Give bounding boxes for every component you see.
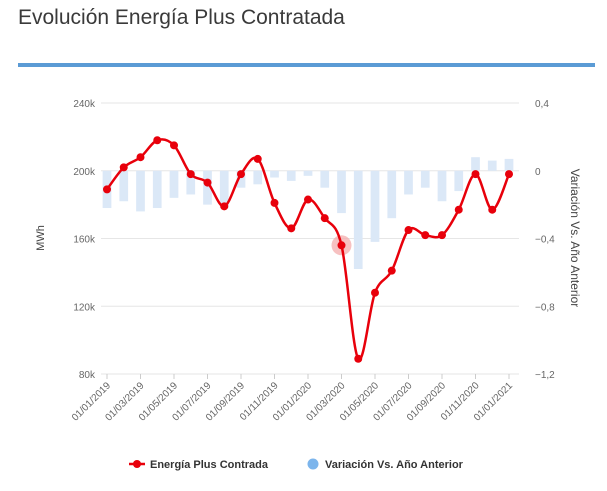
legend-item-energia[interactable]: Energía Plus Contrada <box>129 459 269 471</box>
data-point[interactable] <box>203 178 212 187</box>
data-point[interactable] <box>220 202 229 211</box>
y-tick-label: 200k <box>73 167 96 178</box>
legend[interactable]: Energía Plus Contrada Variación Vs. Año … <box>129 458 464 472</box>
bar[interactable] <box>404 170 413 195</box>
bar[interactable] <box>320 170 330 188</box>
y2-tick-label: −0,4 <box>535 235 555 246</box>
bar[interactable] <box>152 170 162 209</box>
bar[interactable] <box>136 170 145 212</box>
bar-series-variacion[interactable] <box>102 157 514 269</box>
legend-label-energia: Energía Plus Contrada <box>150 459 269 471</box>
data-point[interactable] <box>270 198 279 207</box>
bar[interactable] <box>420 170 430 188</box>
chart-title: Evolución Energía Plus Contratada <box>18 6 345 29</box>
data-point[interactable] <box>253 154 262 163</box>
y2-tick-label: 0,4 <box>535 99 549 110</box>
data-point[interactable] <box>153 136 162 145</box>
y-tick-label: 160k <box>73 235 96 246</box>
data-point[interactable] <box>170 141 178 150</box>
y-tick-label: 240k <box>73 99 96 110</box>
y-axis-label: MWh <box>35 225 47 251</box>
title-underline <box>18 63 595 67</box>
data-point[interactable] <box>404 226 413 235</box>
bar[interactable] <box>270 170 279 178</box>
data-point[interactable] <box>287 224 296 233</box>
bar[interactable] <box>236 170 246 188</box>
data-point[interactable] <box>320 214 329 223</box>
x-axis-ticks: 01/01/201901/03/201901/05/201901/07/2019… <box>70 374 515 424</box>
y2-axis-label: Variación Vs. Año Anterior <box>568 169 582 308</box>
data-point[interactable] <box>471 170 480 179</box>
data-point[interactable] <box>304 195 312 204</box>
bar[interactable] <box>169 170 179 198</box>
legend-dot-swatch <box>133 460 141 468</box>
bar[interactable] <box>286 170 296 181</box>
bar[interactable] <box>119 170 129 202</box>
y2-tick-label: −0,8 <box>535 302 555 313</box>
bar[interactable] <box>387 170 397 219</box>
bar[interactable] <box>219 170 229 209</box>
data-point[interactable] <box>438 231 446 240</box>
data-point[interactable] <box>488 205 497 214</box>
bar[interactable] <box>454 170 464 192</box>
data-point[interactable] <box>337 241 346 250</box>
data-point[interactable] <box>354 354 363 363</box>
data-point[interactable] <box>136 153 145 162</box>
data-point[interactable] <box>421 231 430 240</box>
grid-lines <box>101 102 519 375</box>
bar[interactable] <box>370 170 380 242</box>
bar[interactable] <box>253 170 263 185</box>
legend-label-variacion: Variación Vs. Año Anterior <box>325 459 464 471</box>
data-point[interactable] <box>387 266 396 275</box>
bar[interactable] <box>504 158 514 171</box>
data-point[interactable] <box>454 205 463 214</box>
bar[interactable] <box>353 170 363 269</box>
data-point[interactable] <box>505 170 513 179</box>
bar[interactable] <box>471 157 480 171</box>
bar[interactable] <box>203 170 212 205</box>
legend-bar-swatch <box>307 458 319 470</box>
bar[interactable] <box>186 170 196 195</box>
data-point[interactable] <box>371 288 379 297</box>
bar[interactable] <box>487 160 497 171</box>
legend-item-variacion[interactable]: Variación Vs. Año Anterior <box>307 458 464 472</box>
bar[interactable] <box>303 170 313 176</box>
y-axis-left-ticks: 80k 120k 160k 200k 240k <box>73 99 96 381</box>
bar[interactable] <box>437 170 447 202</box>
line-series-energia[interactable] <box>103 136 513 363</box>
bar[interactable] <box>337 170 346 214</box>
data-point[interactable] <box>119 163 128 172</box>
y-axis-right-ticks: −1,2 −0,8 −0,4 0 0,4 <box>535 99 555 381</box>
data-point[interactable] <box>103 185 111 194</box>
y-tick-label: 120k <box>73 302 96 313</box>
y2-tick-label: 0 <box>535 167 541 178</box>
y-tick-label: 80k <box>79 370 96 381</box>
data-point[interactable] <box>186 170 195 179</box>
y2-tick-label: −1,2 <box>535 370 555 381</box>
data-point[interactable] <box>237 170 245 179</box>
